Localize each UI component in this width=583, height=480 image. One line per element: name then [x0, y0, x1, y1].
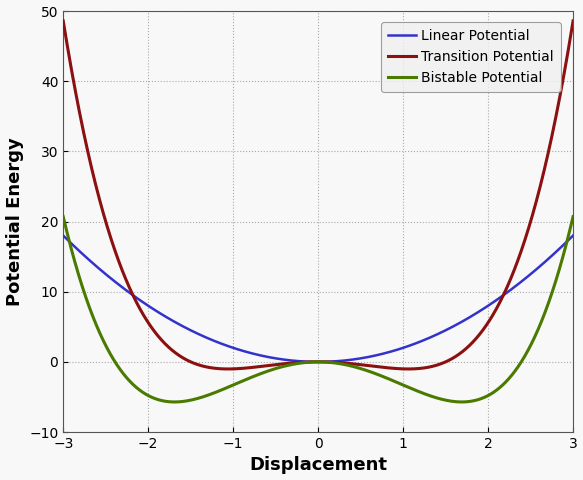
Transition Potential	[570, 18, 577, 24]
Bistable Potential	[308, 359, 315, 365]
X-axis label: Displacement: Displacement	[249, 456, 387, 474]
Transition Potential	[461, 347, 468, 352]
Bistable Potential	[555, 270, 562, 276]
Linear Potential	[314, 359, 321, 365]
Bistable Potential	[555, 269, 562, 275]
Bistable Potential	[59, 214, 66, 219]
Transition Potential	[224, 366, 231, 372]
Transition Potential	[86, 155, 93, 161]
Bistable Potential	[294, 360, 301, 366]
Bistable Potential	[461, 399, 468, 405]
Bistable Potential	[458, 399, 465, 405]
Transition Potential	[294, 360, 301, 365]
Linear Potential	[59, 233, 66, 239]
Line: Bistable Potential: Bistable Potential	[63, 216, 573, 402]
Linear Potential	[555, 247, 562, 252]
Linear Potential	[555, 247, 562, 252]
Bistable Potential	[570, 214, 577, 219]
Line: Linear Potential: Linear Potential	[63, 236, 573, 362]
Line: Transition Potential: Transition Potential	[63, 21, 573, 369]
Transition Potential	[555, 102, 562, 108]
Linear Potential	[308, 359, 315, 365]
Linear Potential	[570, 233, 577, 239]
Transition Potential	[555, 101, 562, 107]
Linear Potential	[461, 317, 468, 323]
Y-axis label: Potential Energy: Potential Energy	[6, 137, 23, 306]
Bistable Potential	[86, 304, 93, 310]
Linear Potential	[294, 358, 301, 364]
Linear Potential	[86, 257, 93, 263]
Legend: Linear Potential, Transition Potential, Bistable Potential: Linear Potential, Transition Potential, …	[381, 22, 561, 92]
Transition Potential	[308, 359, 315, 365]
Transition Potential	[59, 18, 66, 24]
